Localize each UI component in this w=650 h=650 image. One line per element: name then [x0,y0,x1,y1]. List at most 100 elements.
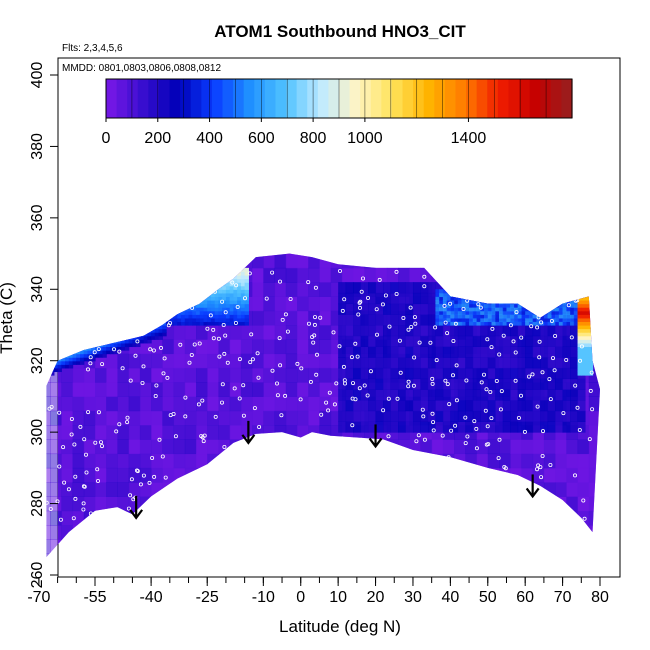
sample-point [117,422,122,427]
field-cell [72,282,85,297]
field-cell [252,453,264,469]
field-cell [525,325,534,337]
field-cell [412,282,421,294]
sample-point [88,355,93,360]
sample-point [440,433,445,438]
sample-point [387,324,392,329]
field-cell [102,314,107,319]
field-cell [390,389,399,401]
field-cell [117,410,130,426]
field-cell [341,553,354,558]
field-cell [577,389,586,401]
field-cell [263,253,276,255]
field-cell [65,328,70,333]
field-cell [121,314,126,319]
field-cell [132,328,137,333]
field-cell [577,282,586,294]
field-cell [502,325,511,337]
sample-point [374,332,379,337]
field-cell [472,357,481,369]
sample-point [514,310,519,315]
field-cell [173,282,178,287]
field-cell [207,439,219,455]
sample-point [458,465,463,470]
field-cell [50,325,62,340]
field-cell [151,425,163,440]
field-cell [46,317,51,323]
field-cell [166,285,171,290]
field-cell [166,289,171,294]
field-cell [237,271,242,276]
field-cell [151,307,156,312]
field-cell [577,300,582,305]
sample-point [447,402,452,407]
field-cell [184,439,197,455]
field-cell [442,367,451,380]
field-cell [207,253,219,269]
field-cell [536,300,541,305]
field-cell [98,317,104,323]
field-cell [570,314,575,319]
field-cell [555,325,564,337]
sample-point [188,509,193,514]
field-cell [102,307,107,312]
field-cell [506,307,511,312]
sample-point [361,446,366,451]
field-cell [573,289,579,294]
field-cell [76,314,81,319]
sample-point [456,264,461,269]
sample-point [509,487,514,492]
field-cell [285,325,298,340]
sample-point [537,339,542,344]
field-cell [102,325,107,330]
field-cell [435,367,444,380]
field-cell [420,410,429,422]
field-cell [480,389,489,401]
field-cell [196,271,201,276]
field-cell [128,314,134,319]
field-cell [450,357,459,369]
field-cell [184,285,190,290]
sample-point [486,442,491,447]
field-cell [244,317,249,323]
field-cell [454,282,466,297]
field-cell [222,300,227,305]
field-cell [442,539,455,555]
field-cell [106,253,118,255]
field-cell [95,317,100,323]
field-cell [68,335,74,340]
field-cell [435,325,444,337]
field-cell [46,328,51,333]
field-cell [435,321,440,326]
sample-point [445,382,450,387]
colorbar-tick-label: 0 [102,130,111,147]
field-cell [218,339,231,355]
colorbar-segment [201,79,213,118]
field-cell [181,296,186,301]
field-cell [472,282,481,294]
field-cell [487,453,500,469]
field-cell [330,296,343,312]
field-cell [409,253,421,255]
field-cell [196,467,208,483]
field-cell [480,357,489,369]
field-cell [50,332,55,337]
field-cell [297,453,309,469]
colorbar-segment [296,79,308,118]
field-cell [50,317,55,323]
sample-point [409,324,414,329]
field-cell [229,317,235,323]
sample-point [451,338,456,343]
field-cell [218,310,223,315]
sample-point [398,370,403,375]
field-cell [229,510,242,526]
field-cell [577,467,590,483]
field-cell [169,317,175,323]
sample-point [358,299,363,304]
field-cell [233,292,238,298]
field-cell [536,317,541,323]
field-cell [72,328,77,333]
field-cell [555,317,560,323]
field-cell [364,510,377,526]
field-cell [80,350,85,355]
